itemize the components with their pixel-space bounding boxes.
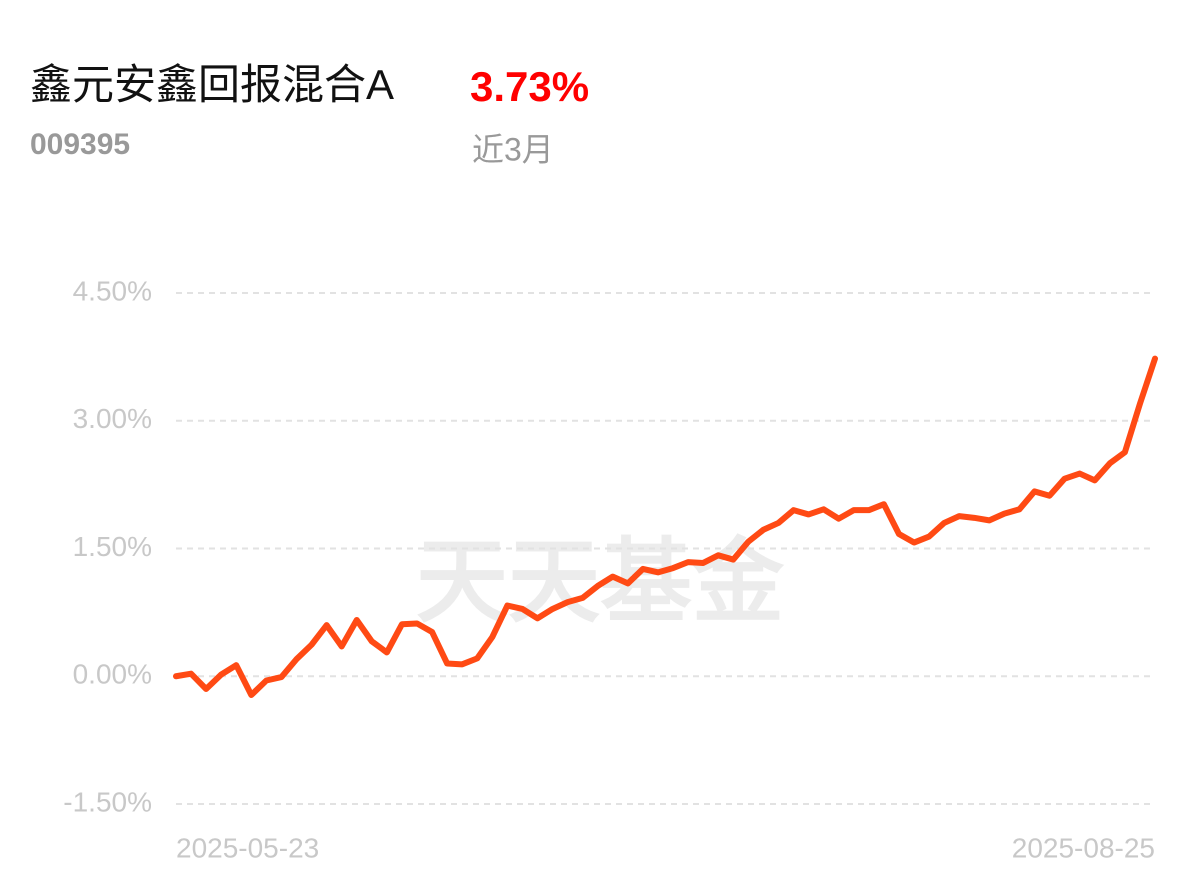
period-label: 近3月 [472, 131, 554, 167]
return-value: 3.73% [470, 63, 589, 110]
x-tick-label: 2025-08-25 [1012, 832, 1155, 863]
chart-title: 鑫元安鑫回报混合A [30, 61, 394, 108]
y-tick-label: 3.00% [73, 403, 152, 434]
y-tick-label: 1.50% [73, 531, 152, 562]
fund-code: 009395 [30, 128, 130, 161]
y-tick-label: 4.50% [73, 275, 152, 306]
line-series [173, 355, 1158, 698]
x-tick-label: 2025-05-23 [176, 832, 319, 863]
y-tick-label: -1.50% [63, 786, 152, 817]
y-tick-label: 0.00% [73, 659, 152, 690]
